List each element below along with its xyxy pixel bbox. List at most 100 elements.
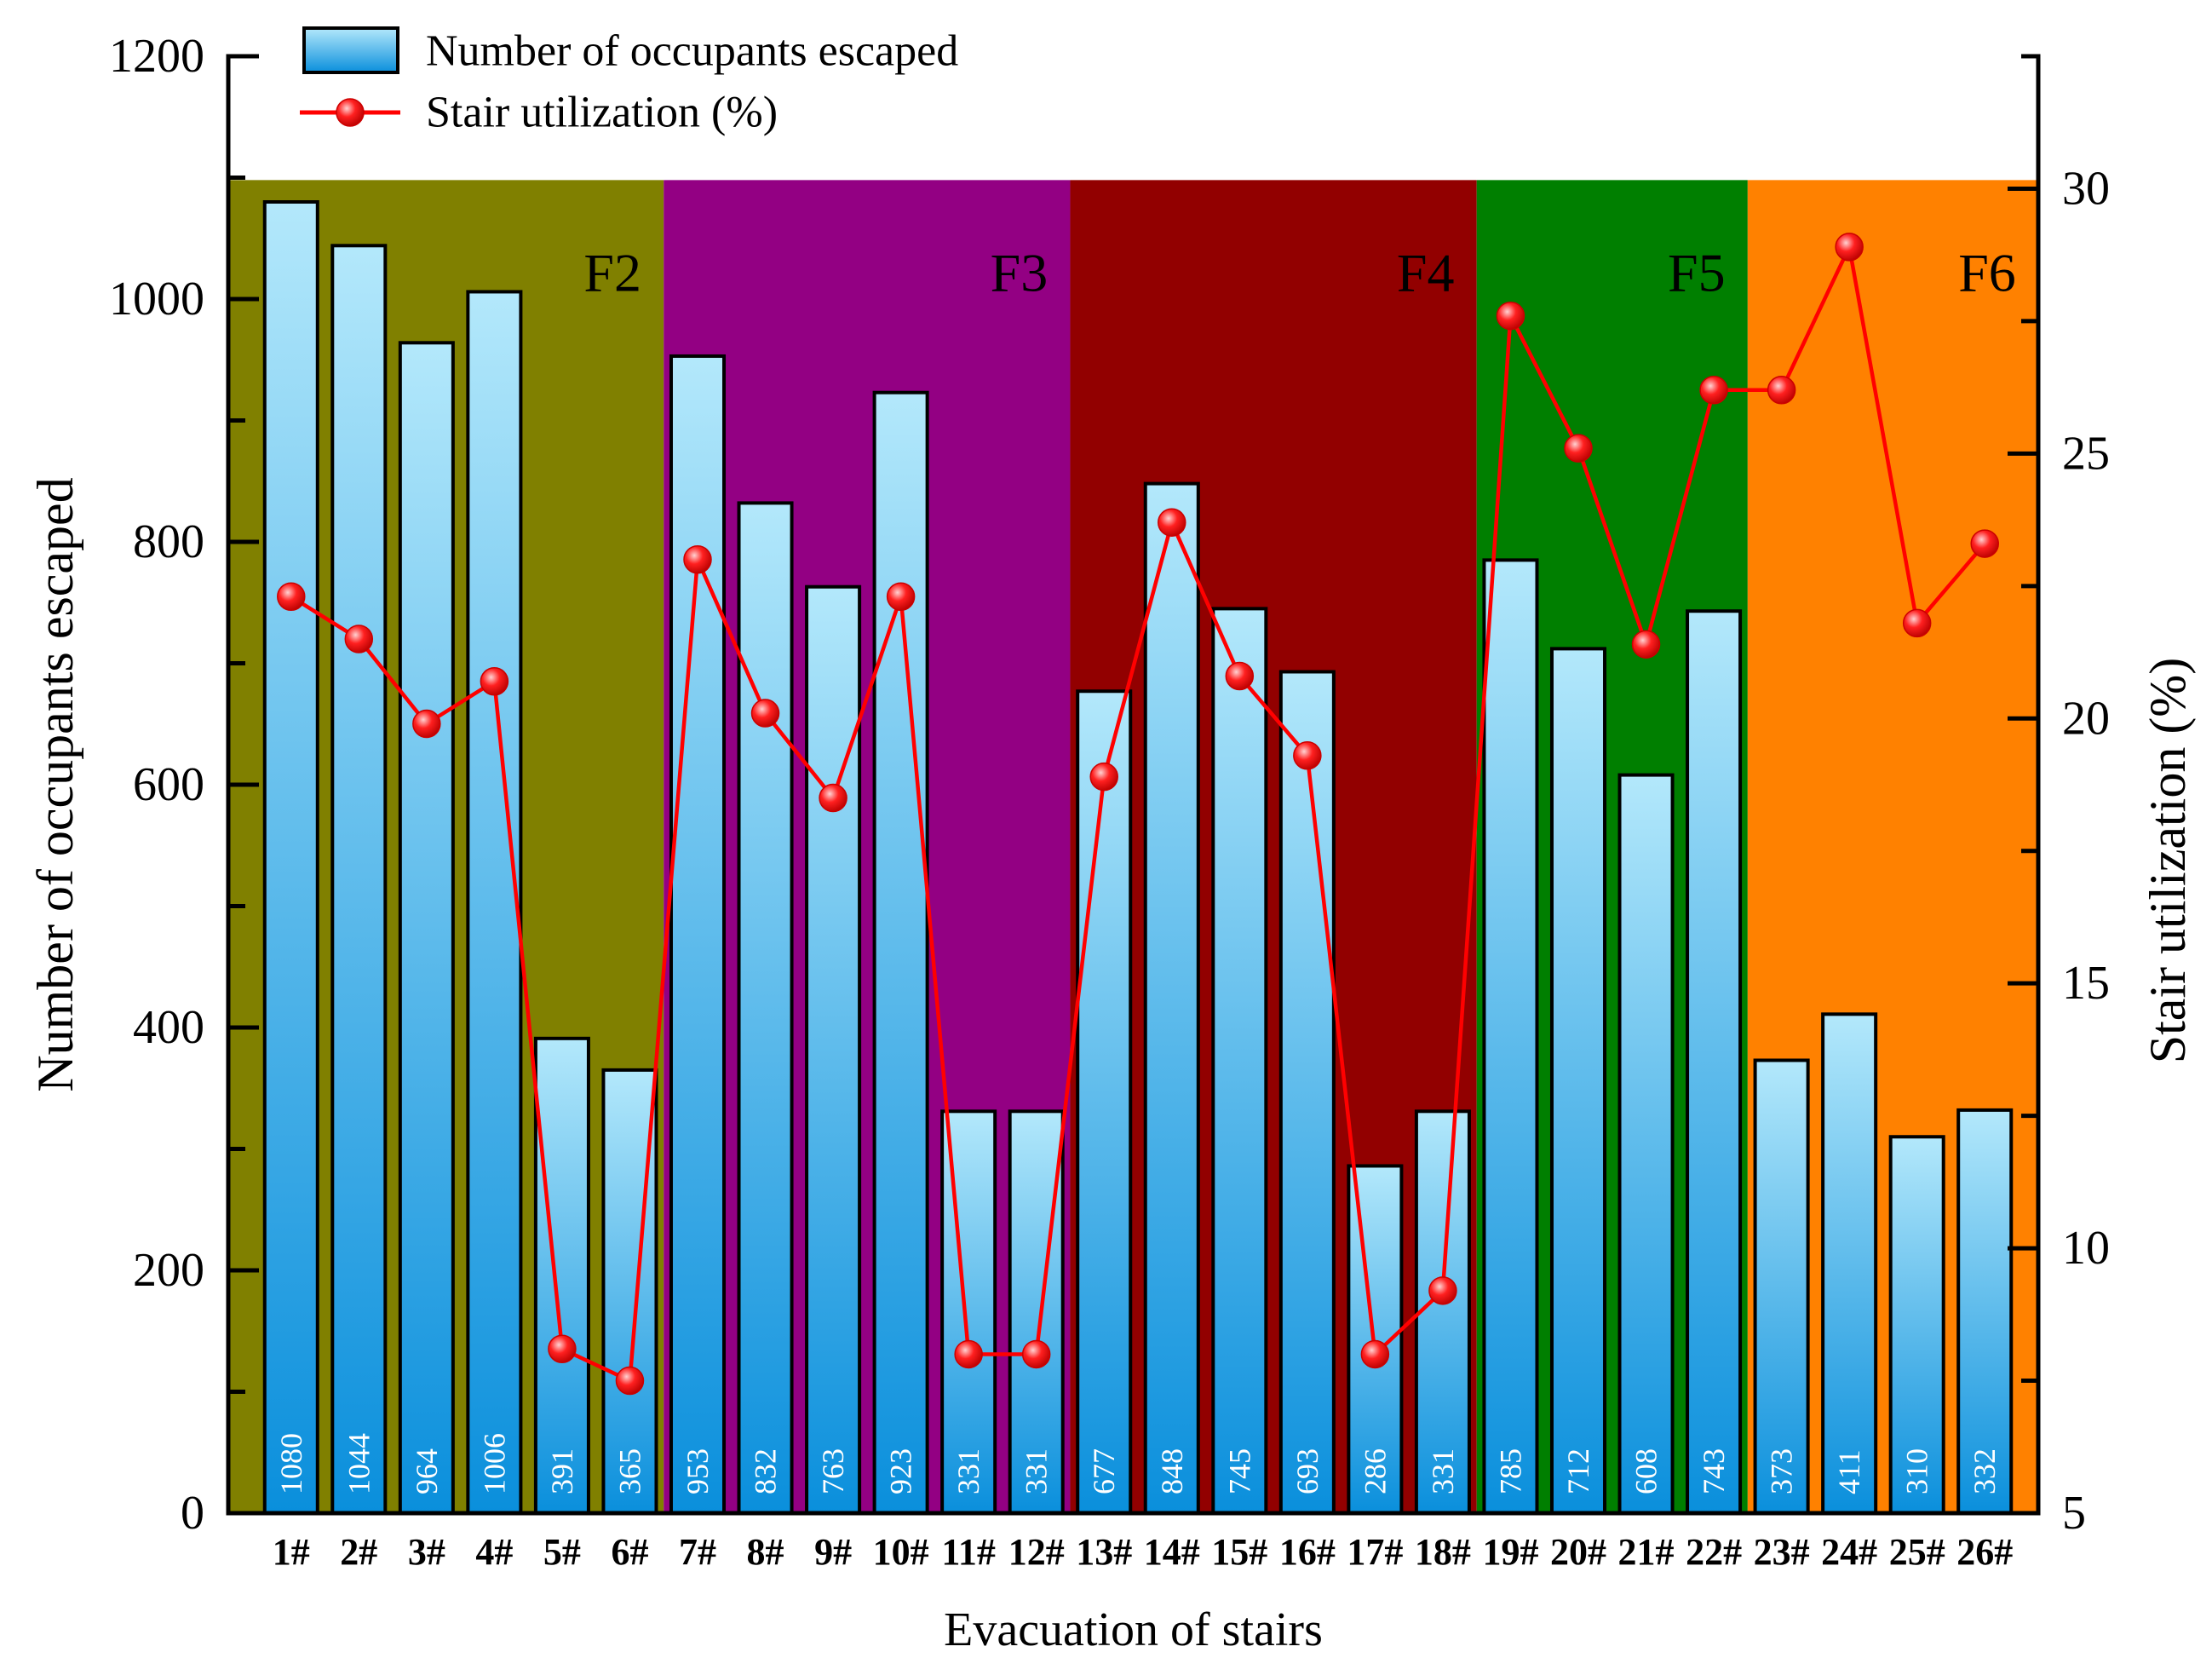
utilization-point-25#	[1902, 608, 1932, 638]
y-tick-label: 0	[181, 1487, 204, 1540]
utilization-point-17#	[1360, 1339, 1390, 1369]
bar-value-label: 745	[1222, 1448, 1256, 1494]
bar-value-label: 391	[545, 1448, 579, 1494]
region-label-f3: F3	[991, 242, 1049, 302]
region-label-f5: F5	[1668, 242, 1726, 302]
bar-10#	[872, 390, 929, 1516]
bar-value-label: 743	[1697, 1448, 1731, 1494]
bar-value-label: 332	[1968, 1448, 2002, 1494]
y2-axis-title: Stair utilization (%)	[2140, 658, 2196, 1064]
x-tick-label: 18#	[1415, 1531, 1471, 1573]
utilization-point-7#	[683, 544, 712, 574]
bar-value-label: 712	[1561, 1448, 1595, 1494]
y2-tick-label: 5	[2062, 1487, 2086, 1540]
bar-23#	[1753, 1058, 1810, 1515]
utilization-point-9#	[819, 783, 847, 813]
x-tick-label: 19#	[1482, 1531, 1538, 1573]
bar-value-label: 608	[1629, 1448, 1663, 1494]
bar-value-label: 1080	[274, 1433, 308, 1494]
bar-14#	[1143, 481, 1200, 1515]
bar-value-label: 832	[749, 1448, 783, 1494]
legend-bar-label: Number of occupants escaped	[426, 27, 958, 76]
bar-6#	[601, 1068, 658, 1515]
bar-value-label: 953	[681, 1448, 715, 1494]
x-tick-label: 7#	[679, 1531, 716, 1573]
y2-tick-label: 15	[2062, 957, 2110, 1010]
y-tick-label: 600	[133, 758, 204, 811]
x-tick-label: 15#	[1211, 1531, 1267, 1573]
utilization-point-6#	[615, 1366, 645, 1396]
utilization-point-14#	[1158, 508, 1186, 537]
bar-value-label: 964	[410, 1448, 444, 1494]
x-tick-label: 16#	[1279, 1531, 1336, 1573]
bar-value-label: 310	[1900, 1448, 1934, 1494]
bar-value-label: 411	[1832, 1449, 1866, 1494]
utilization-point-4#	[480, 666, 509, 696]
bar-24#	[1821, 1012, 1878, 1515]
y-tick-label: 400	[133, 1001, 204, 1054]
bar-3#	[398, 341, 455, 1515]
bar-value-label: 693	[1290, 1448, 1324, 1494]
bar-value-label: 286	[1358, 1448, 1392, 1494]
x-tick-label: 12#	[1008, 1531, 1065, 1573]
bar-series	[262, 200, 2014, 1516]
floor-regions: F2 F3 F4 F5 F6	[228, 180, 2038, 1514]
bar-12#	[1008, 1109, 1065, 1515]
region-f3	[664, 180, 1071, 1514]
y-tick-label: 1200	[109, 30, 204, 83]
utilization-point-26#	[1970, 529, 1999, 558]
x-tick-label: 24#	[1821, 1531, 1877, 1573]
line-series	[277, 233, 1999, 1396]
utilization-point-16#	[1293, 741, 1322, 770]
utilization-point-8#	[750, 699, 780, 728]
y-tick-label: 200	[133, 1244, 204, 1297]
bar-value-labels: 1080 1044 964 1006 391 365 953 832 763 923 331 331 6…	[274, 1433, 2002, 1494]
utilization-point-20#	[1564, 434, 1593, 463]
utilization-point-2#	[344, 625, 374, 653]
bar-20#	[1549, 647, 1607, 1515]
bar-7#	[669, 354, 727, 1516]
utilization-point-10#	[886, 582, 916, 612]
x-tick-label: 20#	[1550, 1531, 1606, 1573]
x-tick-label: 2#	[340, 1531, 377, 1573]
region-label-f2: F2	[583, 242, 641, 302]
x-tick-label: 23#	[1754, 1531, 1810, 1573]
bar-8#	[737, 501, 794, 1515]
bar-22#	[1686, 609, 1743, 1515]
x-tick-label: 8#	[747, 1531, 784, 1573]
bar-value-label: 763	[816, 1448, 850, 1494]
x-tick-label: 26#	[1956, 1531, 2013, 1573]
bar-21#	[1617, 773, 1675, 1515]
bar-value-label: 785	[1493, 1448, 1527, 1494]
y-tick-label: 1000	[109, 273, 204, 325]
legend: Number of occupants escaped Stair utiliza…	[300, 26, 958, 137]
x-tick-label: 5#	[543, 1531, 581, 1573]
x-tick-label: 25#	[1889, 1531, 1945, 1573]
region-label-f4: F4	[1397, 242, 1455, 302]
x-tick-label: 6#	[611, 1531, 648, 1573]
bar-value-label: 331	[1020, 1448, 1054, 1494]
bar-2#	[330, 244, 388, 1515]
utilization-point-21#	[1631, 630, 1661, 659]
utilization-point-1#	[277, 582, 306, 612]
axes: 0 200 400 600 800 1000 1200 5 10 15 20 25 30 1# 2# 3# 4#…	[27, 30, 2196, 1656]
x-axis-title: Evacuation of stairs	[944, 1603, 1323, 1656]
utilization-point-22#	[1699, 375, 1728, 405]
legend-line-label: Stair utilization (%)	[426, 89, 778, 137]
bar-15#	[1211, 607, 1268, 1515]
x-tick-label: 13#	[1076, 1531, 1132, 1573]
x-tick-label: 22#	[1686, 1531, 1742, 1573]
bar-value-label: 331	[951, 1448, 985, 1494]
utilization-point-11#	[954, 1339, 983, 1369]
y2-tick-label: 25	[2062, 427, 2110, 480]
y2-tick-label: 20	[2062, 692, 2110, 745]
utilization-point-13#	[1089, 762, 1118, 792]
bar-value-label: 1044	[342, 1433, 376, 1494]
utilization-point-23#	[1767, 375, 1796, 405]
legend-line-marker	[336, 98, 365, 127]
x-tick-label: 9#	[814, 1531, 852, 1573]
bar-value-label: 848	[1155, 1448, 1189, 1494]
bar-9#	[805, 584, 862, 1515]
bar-1#	[262, 200, 319, 1515]
